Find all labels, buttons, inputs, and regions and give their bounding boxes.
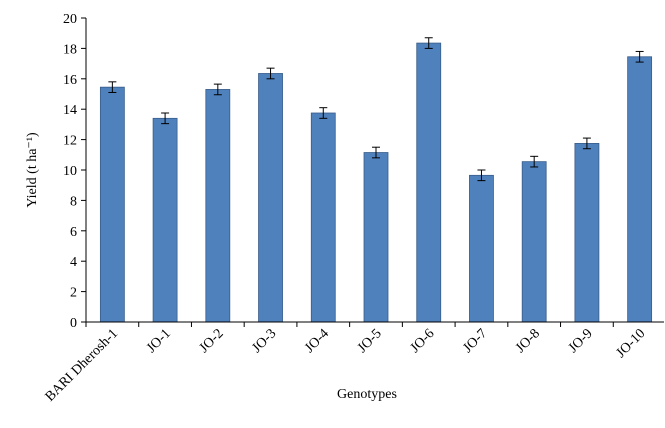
y-tick-label: 18 <box>63 42 77 57</box>
x-tick-label: JO-2 <box>197 326 227 356</box>
x-tick-label: JO-6 <box>408 326 438 356</box>
x-tick-label: BARI Dherosh-1 <box>43 326 122 405</box>
bar-jo-3 <box>258 73 283 323</box>
bar-jo-9 <box>574 142 600 323</box>
x-tick-label: JO-4 <box>302 326 332 356</box>
y-tick-label: 2 <box>70 286 77 301</box>
y-tick-label: 8 <box>70 194 77 209</box>
x-tick-label: JO-10 <box>614 326 649 361</box>
bar-jo-2 <box>205 89 231 323</box>
y-tick-label: 0 <box>70 316 77 331</box>
x-tick-label: JO-7 <box>460 326 490 356</box>
x-axis-title: Genotypes <box>337 387 397 402</box>
bar-bari-dherosh-1 <box>99 86 125 323</box>
bar-jo-1 <box>152 117 178 323</box>
y-tick-label: 20 <box>63 12 77 27</box>
y-tick-label: 12 <box>63 134 77 149</box>
bar-jo-7 <box>469 174 494 323</box>
x-tick-label: JO-5 <box>355 326 385 356</box>
x-tick-label: JO-9 <box>566 326 596 356</box>
bar-jo-5 <box>363 152 389 323</box>
y-tick-label: 14 <box>63 103 77 118</box>
bar-jo-8 <box>521 161 547 323</box>
y-tick-label: 6 <box>70 225 77 240</box>
y-tick-label: 16 <box>63 73 77 88</box>
y-tick-label: 10 <box>63 164 77 179</box>
bar-jo-10 <box>627 56 653 323</box>
x-tick-label: JO-3 <box>250 326 280 356</box>
y-axis-title: Yield (t ha⁻¹) <box>25 132 40 208</box>
bar-jo-6 <box>416 42 442 323</box>
x-tick-label: JO-8 <box>513 326 543 356</box>
error-bars <box>108 37 644 182</box>
bar-jo-4 <box>310 112 336 323</box>
x-tick-label: JO-1 <box>144 326 174 356</box>
y-axis-ticks: 0 2 4 6 8 10 12 14 16 18 20 <box>63 12 86 331</box>
y-tick-label: 4 <box>70 255 77 270</box>
bars <box>99 42 653 323</box>
